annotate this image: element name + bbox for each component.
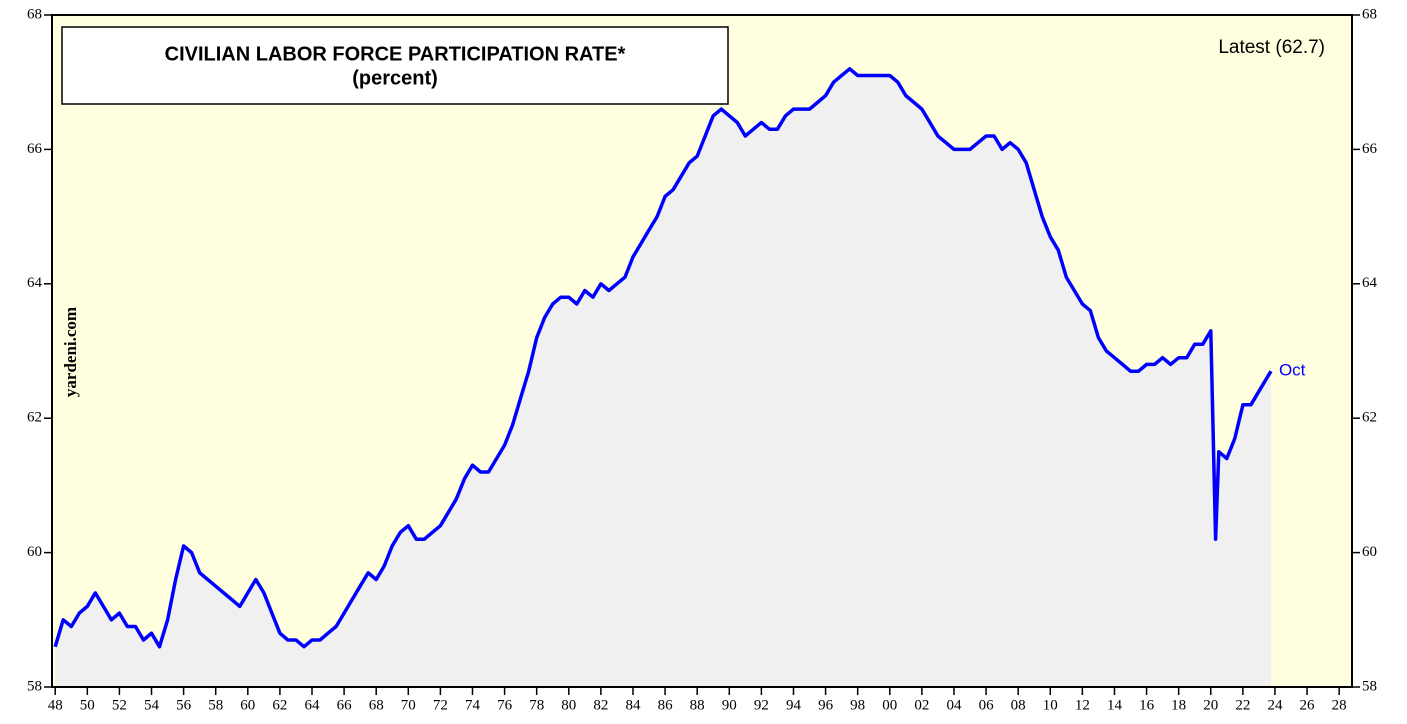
x-tick-label: 12: [1075, 697, 1090, 713]
x-tick-label: 92: [754, 697, 769, 713]
x-tick-label: 58: [208, 697, 223, 713]
end-label: Oct: [1279, 361, 1306, 380]
x-tick-label: 04: [946, 697, 962, 713]
y-tick-label: 64: [27, 275, 43, 291]
x-tick-label: 20: [1203, 697, 1218, 713]
area: [55, 68, 1272, 688]
x-tick-label: 80: [561, 697, 576, 713]
x-tick-label: 62: [272, 697, 287, 713]
source: yardeni.com: [61, 307, 80, 397]
chart-subtitle: (percent): [352, 67, 438, 89]
x-tick-label: 96: [818, 697, 834, 713]
y-tick-label: 66: [27, 141, 43, 157]
x-tick-label: 06: [979, 697, 995, 713]
x-tick-label: 16: [1139, 697, 1155, 713]
latest-annotation: Latest (62.7): [1218, 37, 1325, 58]
x-tick-label: 86: [658, 697, 674, 713]
y2-tick-label: 58: [1362, 678, 1377, 694]
x-tick-label: 72: [433, 697, 448, 713]
x-tick-label: 10: [1043, 697, 1058, 713]
y-tick-label: 68: [27, 6, 42, 22]
x-tick-label: 68: [369, 697, 384, 713]
x-tick-label: 74: [465, 697, 481, 713]
title-box: [61, 26, 729, 105]
y-tick-label: 62: [27, 410, 42, 426]
x-tick-label: 52: [112, 697, 127, 713]
x-tick-label: 08: [1011, 697, 1026, 713]
x-tick-label: 54: [144, 697, 160, 713]
x-tick-label: 14: [1107, 697, 1123, 713]
y2-tick-label: 60: [1362, 544, 1377, 560]
x-tick-label: 02: [914, 697, 929, 713]
y-tick-label: 58: [27, 678, 42, 694]
x-tick-label: 76: [497, 697, 513, 713]
y-tick-label: 60: [27, 544, 42, 560]
x-tick-label: 84: [625, 697, 641, 713]
x-tick-label: 18: [1171, 697, 1186, 713]
x-tick-label: 60: [240, 697, 255, 713]
x-tick-label: 24: [1267, 697, 1283, 713]
x-tick-label: 90: [722, 697, 737, 713]
plot-frame: [51, 14, 1353, 688]
plot-area: Oct: [53, 67, 1306, 688]
x-tick-label: 88: [690, 697, 705, 713]
x-tick-label: 28: [1332, 697, 1347, 713]
x-tick-label: 70: [401, 697, 416, 713]
y2-tick-label: 64: [1362, 275, 1378, 291]
x-tick-label: 98: [850, 697, 865, 713]
chart-title: CIVILIAN LABOR FORCE PARTICIPATION RATE*: [165, 43, 626, 65]
x-tick-label: 00: [882, 697, 897, 713]
x-tick-label: 94: [786, 697, 802, 713]
y2-tick-label: 66: [1362, 141, 1378, 157]
y2-tick-label: 62: [1362, 410, 1377, 426]
x-tick-label: 50: [80, 697, 95, 713]
x-tick-label: 22: [1235, 697, 1250, 713]
x-tick-label: 82: [593, 697, 608, 713]
x-tick-label: 78: [529, 697, 544, 713]
x-tick-label: 56: [176, 697, 192, 713]
line: [53, 67, 1273, 649]
x-tick-label: 66: [337, 697, 353, 713]
x-tick-label: 48: [48, 697, 63, 713]
x-tick-label: 64: [305, 697, 321, 713]
y2-tick-label: 68: [1362, 6, 1377, 22]
x-tick-label: 26: [1300, 697, 1316, 713]
